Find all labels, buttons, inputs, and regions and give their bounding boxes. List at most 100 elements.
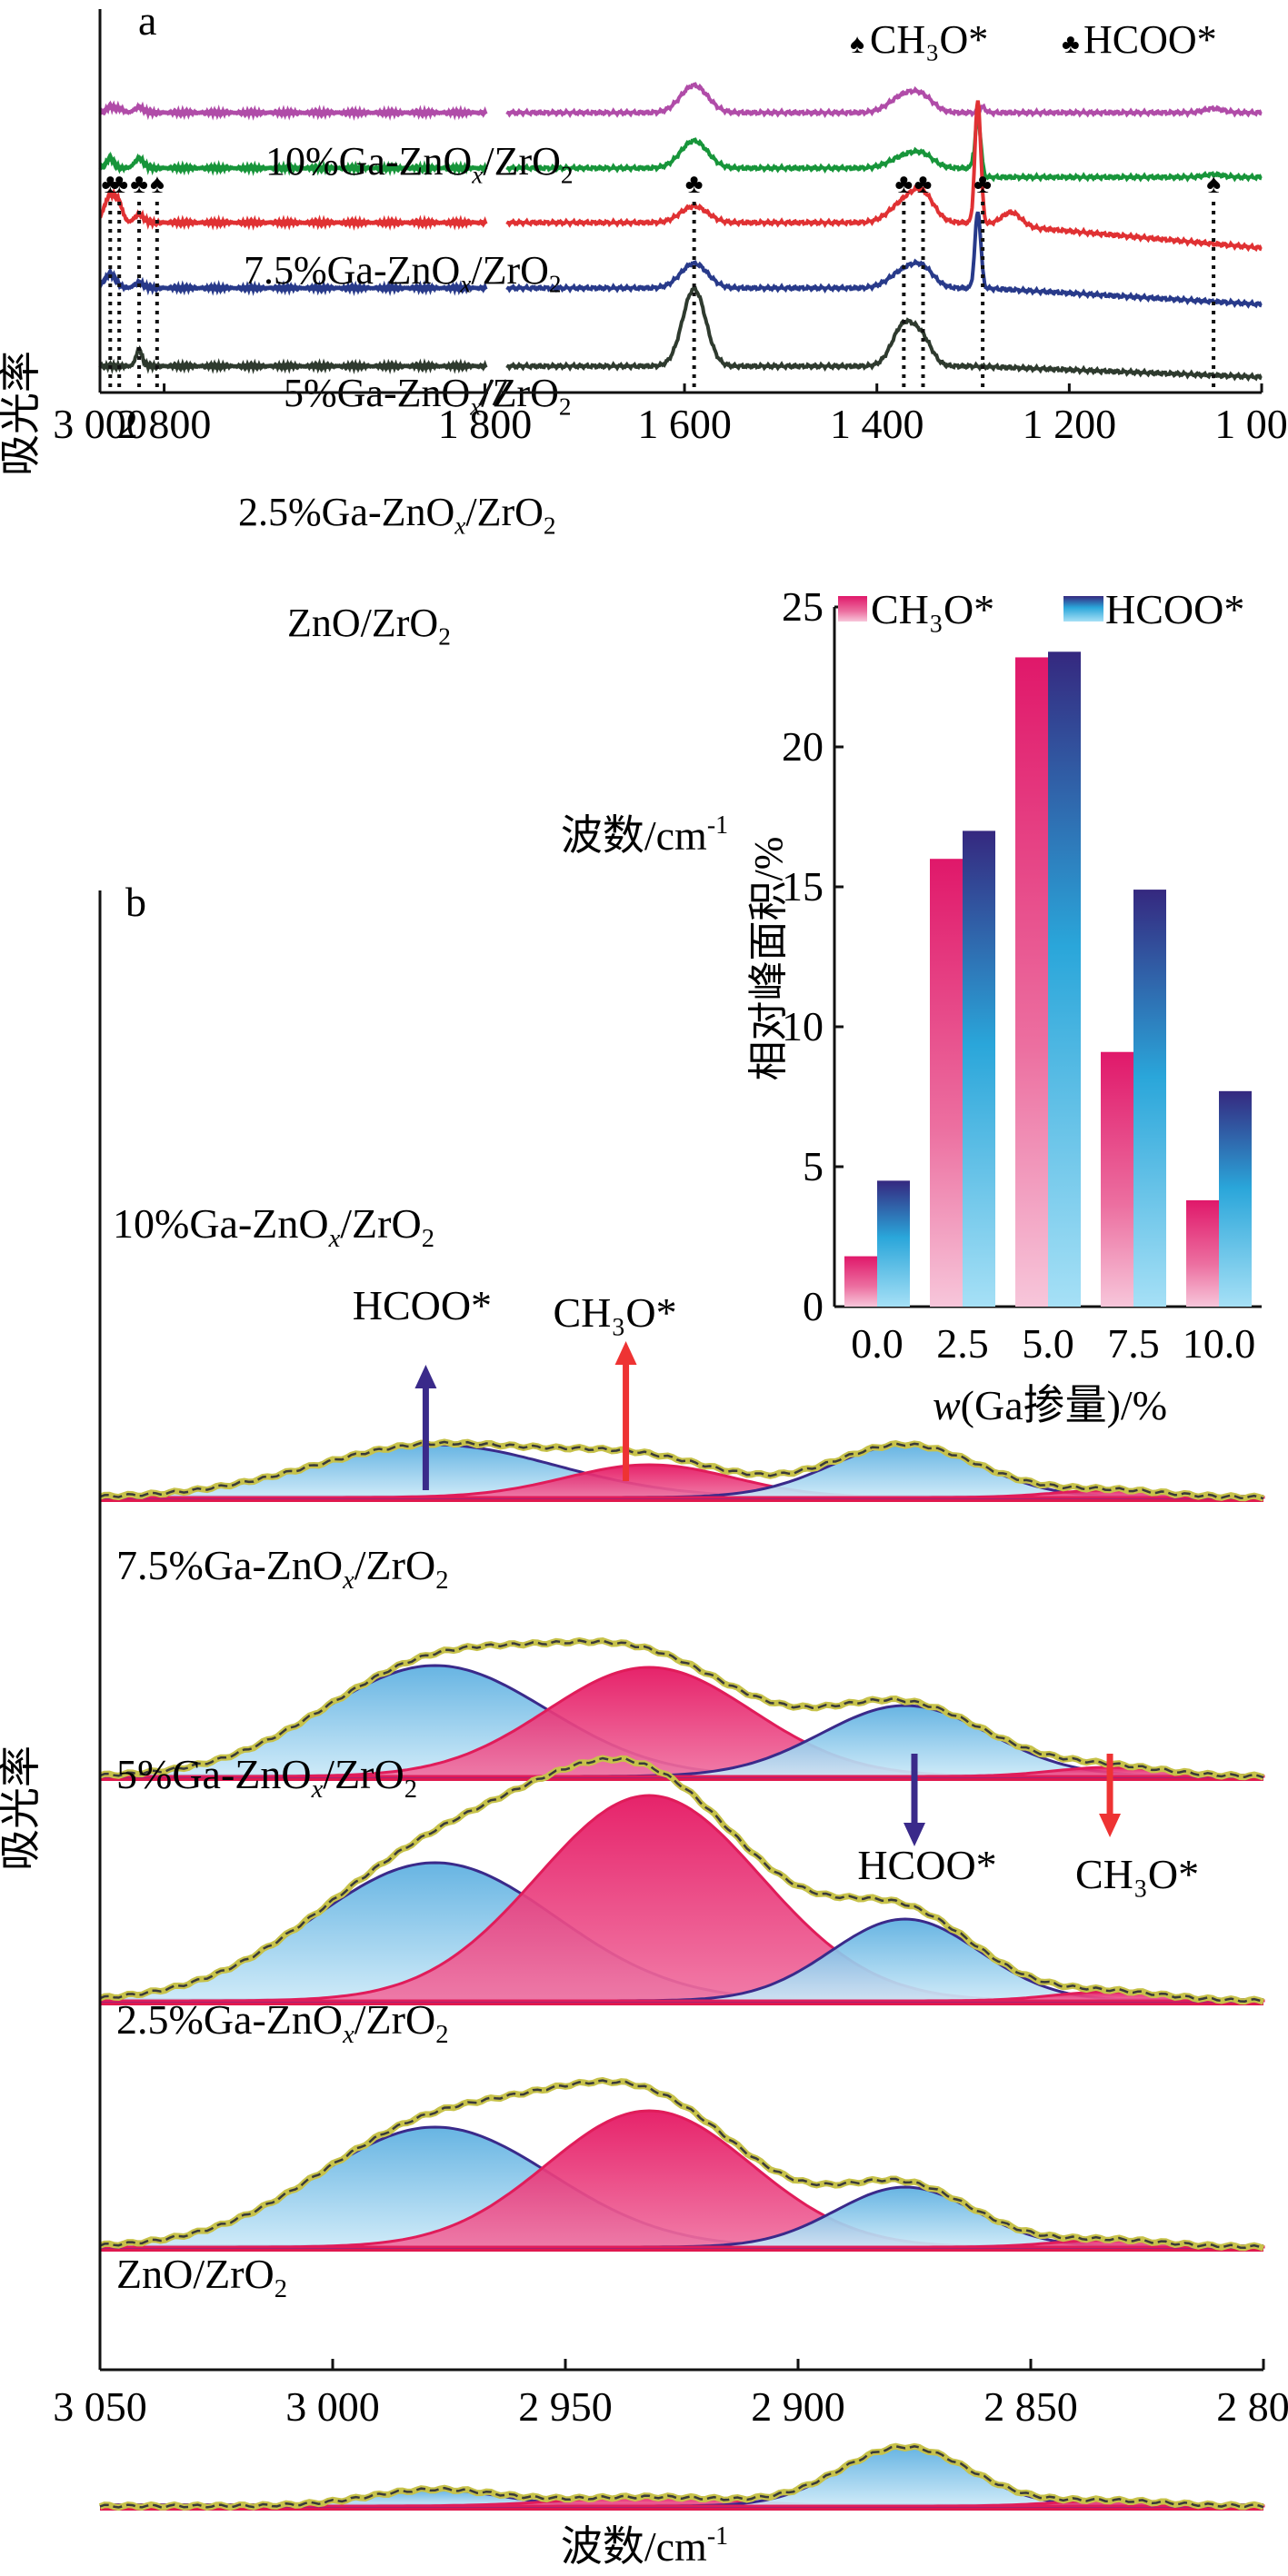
fitted-peak (100, 2238, 1265, 2249)
arrow-head (904, 1823, 925, 1846)
x-tick-label: 1 600 (637, 401, 732, 447)
annotation-label: CH₃O* (553, 1289, 676, 1336)
panel-b-axes: 3 050 3 000 2 950 2 900 2 850 2 800 (53, 890, 1288, 2430)
spectrum-line (505, 112, 1263, 183)
inset-x-tick-label: 0.0 (851, 1320, 904, 1367)
envelope-line (99, 1756, 1264, 2004)
series-label: 5%Ga-ZnOx/ZrO2 (116, 1751, 417, 1804)
spectrum-line (98, 267, 488, 296)
series-label: 2.5%Ga-ZnOx/ZrO2 (238, 490, 556, 540)
spectrum-0 (98, 82, 1263, 121)
club-icon: ♣ (914, 169, 933, 199)
club-icon: ♣ (130, 169, 148, 199)
bar-hcoo (1133, 890, 1166, 1307)
inset-y-tick-label: 15 (782, 863, 824, 910)
inset-y-tick-label: 10 (782, 1003, 824, 1049)
x-tick-label: 3 000 (53, 401, 147, 447)
inset-legend-label: CH₃O* (871, 586, 994, 632)
bar-ch3o (1101, 1051, 1133, 1307)
x-tick-label: 2 900 (751, 2383, 845, 2430)
panel-b-x-axis-label: 波数/cm-1 (561, 2522, 728, 2570)
club-icon: ♣ (101, 169, 119, 199)
axis-break-mark (478, 379, 494, 406)
legend-label: CH₃O* (870, 17, 988, 62)
club-icon: ♣ (685, 169, 704, 199)
fitted-peak (100, 1990, 1265, 2003)
x-tick-label: 2 950 (518, 2383, 613, 2430)
arrow-head (614, 1341, 637, 1365)
x-tick-label: 2 800 (117, 401, 212, 447)
baseline-band (100, 2508, 1263, 2511)
club-icon: ♣ (1062, 29, 1080, 59)
series-label: ZnO/ZrO2 (116, 2251, 287, 2303)
x-tick-label: 1 400 (830, 401, 924, 447)
bar-hcoo (963, 830, 995, 1307)
spectrum-line (98, 151, 488, 176)
club-icon: ♣ (110, 169, 128, 199)
envelope-line (99, 1440, 1264, 1500)
inset-y-tick-label: 25 (782, 583, 824, 630)
ch3o-arrow (1099, 1754, 1122, 1837)
inset-y-tick-label: 5 (803, 1143, 824, 1189)
axis-break-mark (492, 379, 508, 406)
fitted-peak (100, 1488, 1265, 1499)
inset-x-tick-label: 2.5 (936, 1320, 989, 1367)
fit-spectrum-0 (98, 1438, 1265, 1502)
spectrum-line (98, 100, 488, 121)
inset-x-tick-label: 5.0 (1022, 1320, 1074, 1367)
legend-swatch (838, 596, 867, 622)
series-label: 2.5%Ga-ZnOx/ZrO2 (116, 1996, 448, 2049)
club-icon: ♣ (894, 169, 913, 199)
panel-b-y-axis-label: 吸光率 (0, 1746, 44, 1871)
x-tick-label: 2 850 (983, 2383, 1078, 2430)
panel-a-legend: ♠ CH₃O* ♣ HCOO* (850, 17, 1217, 62)
fit-spectrum-3 (98, 2076, 1265, 2252)
fitted-peak (100, 1765, 1265, 1778)
spectrum-4 (98, 285, 1263, 383)
inset-x-tick-label: 7.5 (1107, 1320, 1160, 1367)
legend-swatch (1063, 596, 1103, 622)
inset-x-axis-label: w(Ga掺量)/% (933, 1382, 1167, 1428)
annotation-label: HCOO* (857, 1842, 996, 1888)
spade-icon: ♠ (850, 29, 864, 59)
bar-hcoo (1219, 1090, 1252, 1307)
inset-y-axis-label: 相对峰面积/% (746, 837, 791, 1081)
panel-a-markers: ♣♣ ♣ ♠ ♣ ♣ ♣ ♣ ♠ (101, 169, 1221, 387)
spectrum-line (505, 285, 1263, 383)
spectrum-line (505, 211, 1263, 309)
bar-ch3o (844, 1256, 877, 1307)
spectrum-line (98, 344, 488, 374)
envelope-line (99, 2079, 1264, 2250)
fit-spectrum-2 (98, 1755, 1265, 2005)
bar-hcoo (1048, 651, 1081, 1307)
envelope-line (99, 2444, 1264, 2509)
spade-icon: ♠ (1206, 169, 1221, 199)
series-label: 10%Ga-ZnOx/ZrO2 (265, 139, 574, 189)
panel-b-spectra: 10%Ga-ZnOx/ZrO2 7.5%Ga-ZnOx/ZrO2 5%Ga-ZnOx… (98, 1200, 1265, 2511)
bar-hcoo (877, 1180, 910, 1307)
annotation-label: CH₃O* (1075, 1851, 1199, 1897)
spectrum-line (505, 100, 1263, 253)
hcoo-arrow (414, 1365, 437, 1490)
arrow-head (1099, 1814, 1122, 1837)
x-tick-label: 3 000 (285, 2383, 380, 2430)
x-tick-label: 2 800 (1216, 2383, 1288, 2430)
hcoo-arrow (904, 1754, 925, 1846)
spectrum-line (98, 187, 488, 231)
legend-label: HCOO* (1083, 17, 1217, 62)
annotation-label: HCOO* (353, 1282, 492, 1328)
panel-b: b 10%Ga-ZnOx/ZrO2 7.5%Ga-ZnOx/ZrO2 5%Ga-Zn… (0, 583, 1288, 2570)
inset-y-tick-label: 20 (782, 723, 824, 770)
x-tick-label: 1 200 (1023, 401, 1117, 447)
spectrum-3 (98, 211, 1263, 309)
club-icon: ♣ (973, 169, 992, 199)
panel-a-y-axis-label: 吸光率 (0, 351, 44, 476)
inset-y-tick-label: 0 (803, 1283, 824, 1329)
spectrum-2 (98, 100, 1263, 253)
x-tick-label: 1 000 (1214, 401, 1288, 447)
bar-ch3o (930, 859, 963, 1307)
baseline-band (100, 2003, 1263, 2005)
fit-spectrum-1 (98, 1636, 1265, 1781)
baseline-band (100, 1778, 1263, 1781)
